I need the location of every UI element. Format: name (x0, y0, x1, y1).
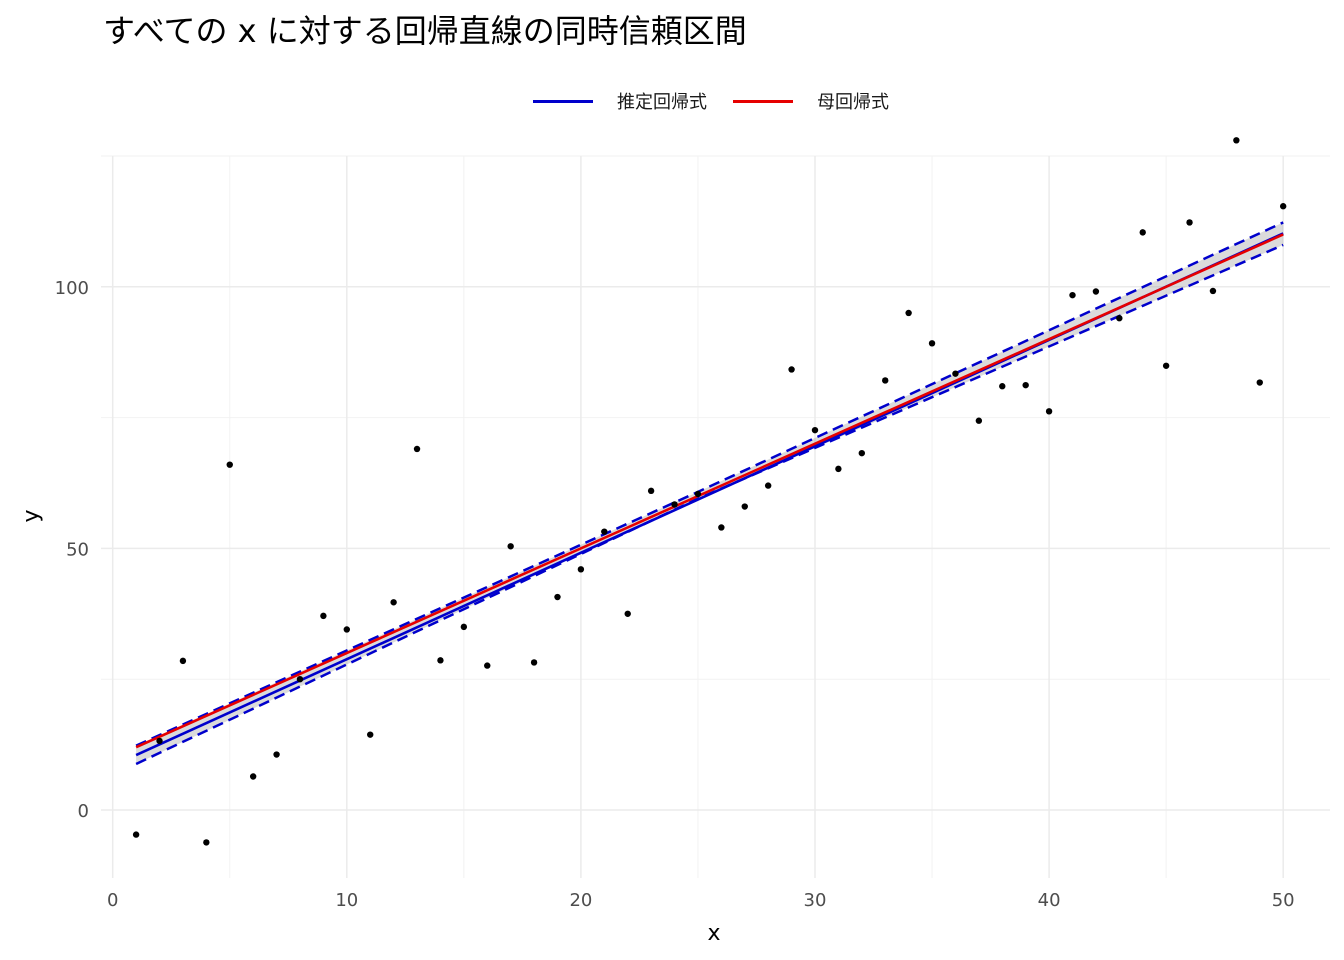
data-point (132, 831, 140, 838)
data-point (999, 383, 1006, 390)
data-point (718, 524, 725, 531)
x-tick-label: 20 (569, 890, 592, 911)
data-point (1139, 229, 1146, 236)
data-point (1209, 287, 1217, 295)
y-tick-label: 0 (78, 801, 89, 822)
legend-label-estimated: 推定回帰式 (617, 92, 707, 113)
chart-title: すべての x に対する回帰直線の同時信頼区間 (103, 12, 747, 50)
data-point (460, 623, 468, 631)
data-point (1279, 203, 1287, 210)
data-point (1186, 219, 1193, 226)
data-point (390, 599, 397, 606)
data-points (132, 137, 1287, 846)
data-point (624, 610, 631, 617)
data-point (788, 366, 795, 373)
data-point (811, 426, 819, 434)
series-lines (135, 232, 1284, 757)
legend-label-population: 母回帰式 (817, 92, 889, 113)
data-point (203, 839, 210, 846)
data-point (1045, 408, 1053, 415)
x-tick-label: 0 (107, 890, 118, 911)
x-tick-label: 40 (1038, 890, 1061, 911)
data-point (975, 417, 983, 424)
y-axis-label: y (19, 509, 44, 522)
data-point (858, 449, 866, 457)
x-tick-label: 50 (1272, 890, 1295, 911)
data-point (179, 657, 187, 665)
data-point (437, 657, 444, 664)
data-point (952, 370, 959, 377)
x-axis-label: x (707, 921, 720, 946)
data-point (1022, 381, 1029, 389)
data-point (694, 490, 702, 498)
x-tick-label: 30 (804, 890, 827, 911)
confidence-band-upper (135, 221, 1284, 747)
legend-key-population (733, 99, 793, 103)
tick-labels: 0 10 20 30 40 50 0 50 100 (55, 278, 1295, 911)
data-point (928, 340, 936, 347)
data-point (1069, 291, 1076, 299)
data-point (1116, 314, 1123, 322)
data-point (764, 482, 772, 489)
data-point (671, 501, 678, 508)
series-line-population (135, 233, 1284, 749)
x-tick-label: 10 (335, 890, 358, 911)
data-point (367, 731, 374, 738)
data-point (647, 487, 655, 495)
legend-item-estimated: 推定回帰式 (533, 88, 707, 114)
data-point (226, 461, 233, 468)
legend: 推定回帰式 母回帰式 (533, 86, 915, 116)
data-point (882, 377, 889, 384)
legend-key-estimated (533, 99, 593, 103)
data-point (1092, 288, 1100, 295)
data-point (530, 659, 538, 666)
data-point (156, 737, 163, 745)
data-point (296, 675, 304, 683)
confidence-band-lower (135, 243, 1284, 766)
data-point (741, 503, 748, 510)
data-point (1256, 379, 1263, 386)
data-point (835, 465, 842, 473)
data-point (484, 662, 491, 669)
data-point (320, 612, 327, 620)
data-point (507, 543, 514, 550)
data-point (343, 626, 350, 633)
data-point (249, 773, 257, 780)
data-point (554, 593, 561, 601)
data-point (577, 566, 585, 573)
grid (101, 155, 1330, 878)
data-point (905, 309, 912, 317)
data-point (273, 751, 280, 758)
data-point (413, 445, 421, 453)
data-point (1233, 137, 1240, 144)
legend-item-population: 母回帰式 (733, 88, 889, 114)
data-point (1162, 362, 1170, 369)
data-point (601, 528, 608, 535)
y-tick-label: 50 (66, 539, 89, 560)
y-tick-label: 100 (55, 278, 89, 299)
